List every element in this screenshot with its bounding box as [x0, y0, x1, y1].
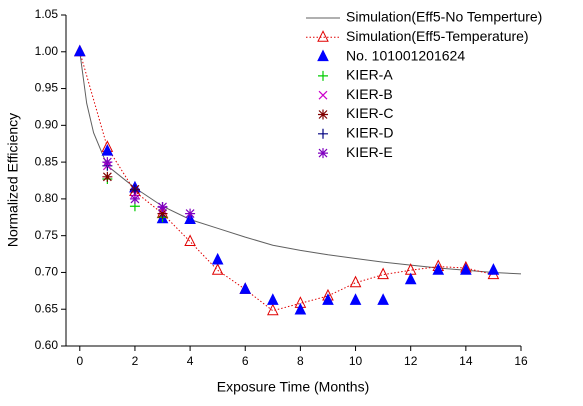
marker: [349, 293, 362, 305]
marker: [184, 234, 196, 247]
marker: [129, 193, 140, 204]
y-tick-label: 0.80: [35, 191, 59, 205]
marker: [432, 263, 445, 275]
x-axis-title: Exposure Time (Months): [217, 379, 370, 395]
marker: [239, 282, 252, 294]
marker: [157, 208, 168, 219]
marker: [211, 252, 224, 265]
marker: [102, 157, 113, 168]
legend-marker: [317, 49, 329, 62]
x-tick-label: 10: [349, 354, 363, 368]
marker: [102, 171, 113, 182]
x-tick-label: 16: [514, 354, 528, 368]
legend-text: Simulation(Eff5-No Temperture): [346, 9, 542, 25]
marker: [349, 275, 362, 288]
legend-text: KIER-D: [346, 125, 393, 141]
x-tick-label: 8: [297, 354, 304, 368]
y-tick-label: 0.95: [35, 81, 59, 95]
y-tick-label: 0.70: [35, 265, 59, 279]
legend-marker: [317, 30, 329, 42]
marker: [377, 293, 389, 305]
legend-marker: [318, 70, 328, 81]
marker: [404, 272, 417, 285]
y-tick-label: 0.65: [35, 301, 59, 315]
marker: [267, 303, 279, 316]
series-line: [79, 51, 522, 275]
y-tick-label: 0.90: [35, 118, 59, 132]
marker: [267, 293, 279, 305]
marker: [73, 44, 86, 57]
legend-marker: [318, 128, 328, 139]
legend-marker: [318, 148, 328, 159]
x-tick-label: 14: [459, 354, 473, 368]
marker: [185, 208, 196, 219]
x-tick-label: 4: [187, 354, 194, 368]
x-tick-label: 2: [132, 354, 139, 368]
x-tick-label: 0: [76, 354, 83, 368]
legend-text: KIER-A: [346, 67, 393, 83]
marker: [211, 263, 224, 275]
x-tick-label: 12: [404, 354, 418, 368]
legend-text: No. 101001201624: [346, 47, 465, 63]
x-tick-label: 6: [242, 354, 249, 368]
y-tick-label: 0.85: [35, 154, 59, 168]
legend-marker: [318, 109, 328, 120]
legend-text: KIER-B: [346, 86, 393, 102]
y-axis-title: Normalized Efficiency: [5, 113, 21, 247]
y-tick-label: 1.05: [35, 7, 59, 21]
series-line: [79, 51, 494, 312]
marker: [157, 201, 168, 212]
y-tick-label: 0.60: [35, 338, 59, 352]
marker: [322, 293, 334, 305]
marker: [377, 267, 389, 280]
legend-text: KIER-E: [346, 144, 393, 160]
marker: [460, 263, 472, 275]
marker: [487, 263, 500, 275]
y-tick-label: 0.75: [35, 228, 59, 242]
legend-text: KIER-C: [346, 105, 393, 121]
marker: [294, 302, 307, 315]
y-tick-label: 1.00: [35, 44, 59, 58]
marker: [129, 185, 140, 196]
marker: [101, 143, 114, 156]
legend-marker: [318, 90, 328, 100]
legend-text: Simulation(Eff5-Temperature): [346, 28, 529, 44]
